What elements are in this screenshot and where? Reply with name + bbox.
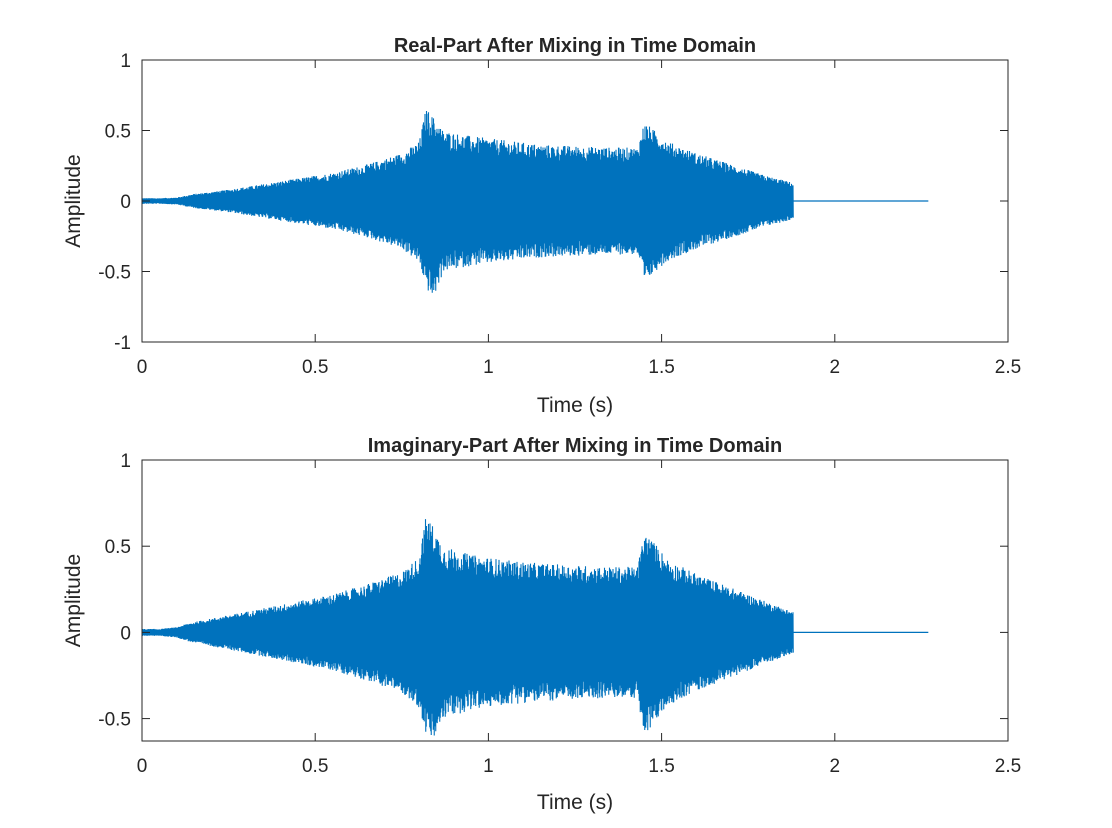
- x-tick-label: 1.5: [648, 357, 674, 378]
- subplot-imaginary-part: 0 0.5 1 1.5 2 2.5 -0.5 0 0.5 1 Imaginary-Part Afte…: [62, 435, 1021, 814]
- y-tick-label: 0.5: [105, 122, 131, 143]
- subplot-real-part: 0 0.5 1 1.5 2 2.5 -1 -0.5 0 0.5 1 Real-Part After M…: [62, 35, 1021, 417]
- x-tick-label: 2.5: [995, 357, 1021, 378]
- x-axis-label: Time (s): [537, 791, 613, 814]
- y-tick-label: -0.5: [98, 263, 131, 284]
- signal-trace: [141, 519, 794, 736]
- x-tick-label: 2.5: [995, 756, 1021, 777]
- x-axis-label: Time (s): [537, 394, 613, 417]
- x-tick-label: 1.5: [648, 756, 674, 777]
- y-tick-label: -0.5: [98, 710, 131, 731]
- x-tick-label: 0.5: [302, 756, 328, 777]
- y-tick-label: 1: [120, 51, 131, 72]
- axes-frame: [141, 459, 1009, 742]
- y-axis-label: Amplitude: [62, 154, 85, 247]
- chart-title: Real-Part After Mixing in Time Domain: [394, 35, 756, 57]
- chart-title: Imaginary-Part After Mixing in Time Doma…: [368, 435, 783, 457]
- signal-trace: [141, 110, 794, 293]
- y-axis-label: Amplitude: [62, 554, 85, 647]
- x-tick-label: 1: [483, 756, 494, 777]
- x-tick-label: 0: [137, 756, 148, 777]
- x-tick-label: 1: [483, 357, 494, 378]
- x-tick-label: 0: [137, 357, 148, 378]
- x-tick-label: 2: [830, 357, 841, 378]
- y-tick-label: 0.5: [105, 537, 131, 558]
- y-tick-label: 0: [120, 623, 131, 644]
- y-tick-label: -1: [114, 333, 131, 354]
- y-tick-label: 0: [120, 192, 131, 213]
- y-tick-label: 1: [120, 451, 131, 472]
- x-tick-label: 2: [830, 756, 841, 777]
- x-tick-label: 0.5: [302, 357, 328, 378]
